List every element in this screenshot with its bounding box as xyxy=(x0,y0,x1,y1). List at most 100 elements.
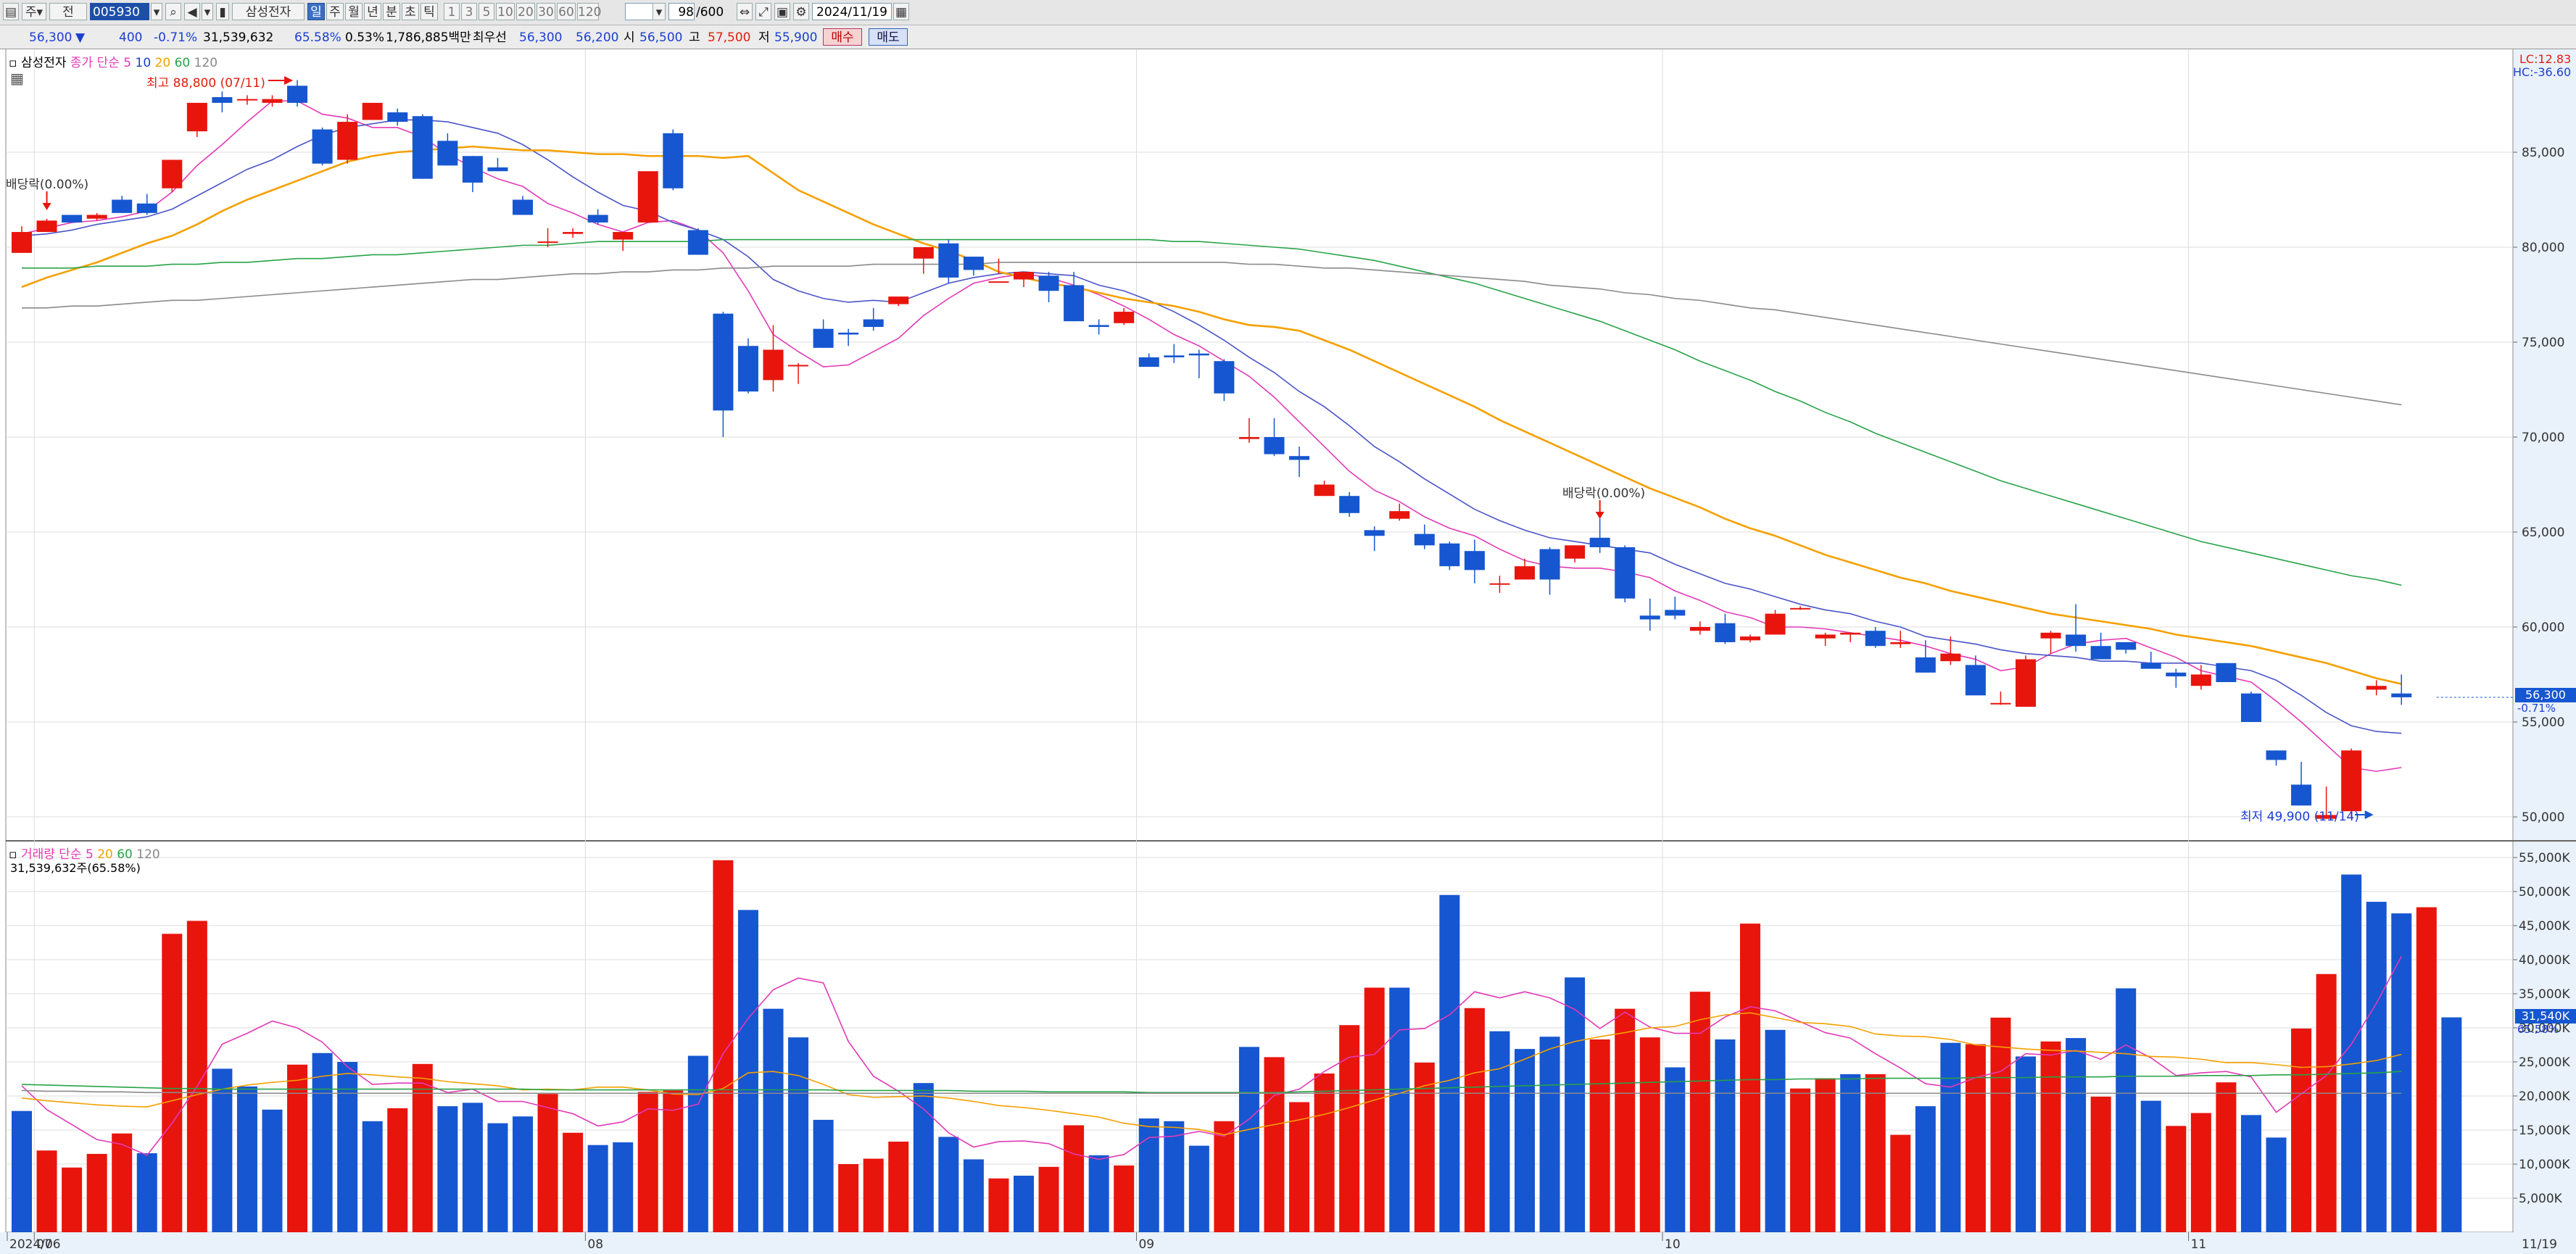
save-icon[interactable]: ▣ xyxy=(774,3,790,20)
calendar-icon[interactable]: ▦ xyxy=(893,3,909,20)
candle-body xyxy=(162,159,183,188)
volume-bar xyxy=(2066,1038,2087,1232)
candle xyxy=(236,95,257,105)
speaker-icon[interactable]: ◀ xyxy=(184,3,200,20)
code-dropdown-arrow[interactable]: ▾ xyxy=(151,3,162,20)
candle-body xyxy=(362,102,383,120)
interval-button-5[interactable]: 30 xyxy=(537,3,555,20)
candle-body xyxy=(988,281,1009,283)
volume-bar xyxy=(2190,1113,2211,1232)
price-panel-toggle-icon[interactable]: ▫ xyxy=(9,56,17,70)
x-tick-label: 07 xyxy=(36,1237,52,1252)
sell-button[interactable]: 매도 xyxy=(869,28,908,46)
stock-name-field[interactable]: 삼성전자 xyxy=(232,3,305,20)
candle xyxy=(1439,541,1460,570)
crosshair-icon[interactable]: ⤢ xyxy=(755,3,771,20)
candle xyxy=(1965,655,1986,696)
volume-bar xyxy=(1815,1078,1836,1232)
gear-icon[interactable]: ⚙ xyxy=(793,3,809,20)
candle-body xyxy=(2240,693,2261,722)
candle xyxy=(1990,692,2011,705)
stock-code-input[interactable]: 005930 xyxy=(90,3,149,20)
interval-button-0[interactable]: 1 xyxy=(444,3,460,20)
candle xyxy=(1339,491,1360,518)
candle xyxy=(1865,627,1886,648)
ex-dividend-label-2: 배당락(0.00%) xyxy=(1562,486,1646,501)
speaker-dropdown[interactable]: ▾ xyxy=(202,3,213,20)
candle-body xyxy=(1815,634,1836,639)
candle-body xyxy=(1464,551,1485,570)
candle xyxy=(1790,606,1811,610)
volume-bar xyxy=(1114,1165,1135,1232)
candle xyxy=(1915,640,1936,673)
candle xyxy=(12,226,32,253)
search-icon[interactable]: ⌕ xyxy=(165,3,181,20)
buy-button[interactable]: 매수 xyxy=(823,28,862,46)
date-input[interactable]: 2024/11/19 xyxy=(812,3,892,20)
tab-period-0[interactable]: 일 xyxy=(307,3,325,20)
candle-body xyxy=(36,220,57,233)
best-quote-label: 최우선 xyxy=(473,30,507,45)
interval-button-4[interactable]: 20 xyxy=(516,3,535,20)
candle-body xyxy=(2341,750,2362,812)
candle xyxy=(1765,610,1786,635)
bar-count-input[interactable]: 98 xyxy=(668,3,695,20)
range-dropdown[interactable]: 전 xyxy=(49,3,87,20)
candle-body xyxy=(136,203,157,213)
interval-button-3[interactable]: 10 xyxy=(496,3,515,20)
volume-bar xyxy=(236,1086,257,1232)
vol-ma60-legend: 60 xyxy=(117,847,133,862)
interval-button-7[interactable]: 120 xyxy=(577,3,601,20)
interval-button-1[interactable]: 3 xyxy=(461,3,477,20)
candle-body xyxy=(412,116,433,179)
zoom-icon[interactable]: ⇔ xyxy=(737,3,753,20)
candle xyxy=(763,325,784,392)
volume-bar xyxy=(1990,1017,2011,1232)
volume-bar xyxy=(162,934,183,1232)
candle-body xyxy=(1339,496,1360,513)
volume-bar xyxy=(1364,987,1385,1232)
current-rate-tag: -0.71% xyxy=(2517,702,2556,715)
volume-bar xyxy=(437,1106,458,1232)
panel-settings-icon[interactable]: ▦ xyxy=(10,70,24,87)
candle-body xyxy=(2066,634,2087,647)
volume-tick-label: 40,000K xyxy=(2519,953,2570,968)
tab-period-4[interactable]: 분 xyxy=(383,3,400,20)
volume-bar xyxy=(1689,992,1710,1232)
tab-period-5[interactable]: 초 xyxy=(402,3,419,20)
bar-count-total: /600 xyxy=(696,5,724,20)
down-arrow-icon: ▼ xyxy=(75,30,86,45)
interval-button-6[interactable]: 60 xyxy=(557,3,576,20)
tab-period-1[interactable]: 주 xyxy=(326,3,344,20)
price-change: 400 xyxy=(119,30,143,45)
tab-period-2[interactable]: 월 xyxy=(345,3,363,20)
candle-body xyxy=(2190,674,2211,686)
volume-bar xyxy=(1890,1134,1911,1232)
volume-bar xyxy=(1389,987,1410,1232)
volume-bar xyxy=(337,1062,358,1232)
candle-body xyxy=(12,232,32,253)
tab-period-6[interactable]: 틱 xyxy=(421,3,438,20)
interval-button-2[interactable]: 5 xyxy=(479,3,494,20)
candle xyxy=(863,307,884,331)
tab-period-3[interactable]: 년 xyxy=(364,3,381,20)
candle xyxy=(337,114,358,164)
volume-bar xyxy=(2266,1137,2287,1232)
window-menu-icon[interactable]: ▤ xyxy=(3,3,19,20)
volume-bar xyxy=(2140,1100,2161,1232)
volume-bar xyxy=(1865,1074,1886,1232)
candle-body xyxy=(1715,623,1736,642)
volume-panel-toggle-icon[interactable]: ▫ xyxy=(9,847,17,862)
chart-group-icon[interactable]: ▮ xyxy=(216,3,229,20)
volume-tick-label: 55,000K xyxy=(2519,851,2570,865)
volume-bar xyxy=(1965,1044,1986,1232)
candle xyxy=(1014,272,1034,288)
candle-body xyxy=(1314,484,1335,497)
interval-dropdown-arrow[interactable]: ▾ xyxy=(653,3,666,20)
candle-body xyxy=(2266,750,2287,760)
volume-bar xyxy=(412,1063,433,1232)
period-dropdown[interactable]: 주▾ xyxy=(22,3,46,20)
candle xyxy=(387,108,408,126)
candle xyxy=(1940,636,1961,665)
